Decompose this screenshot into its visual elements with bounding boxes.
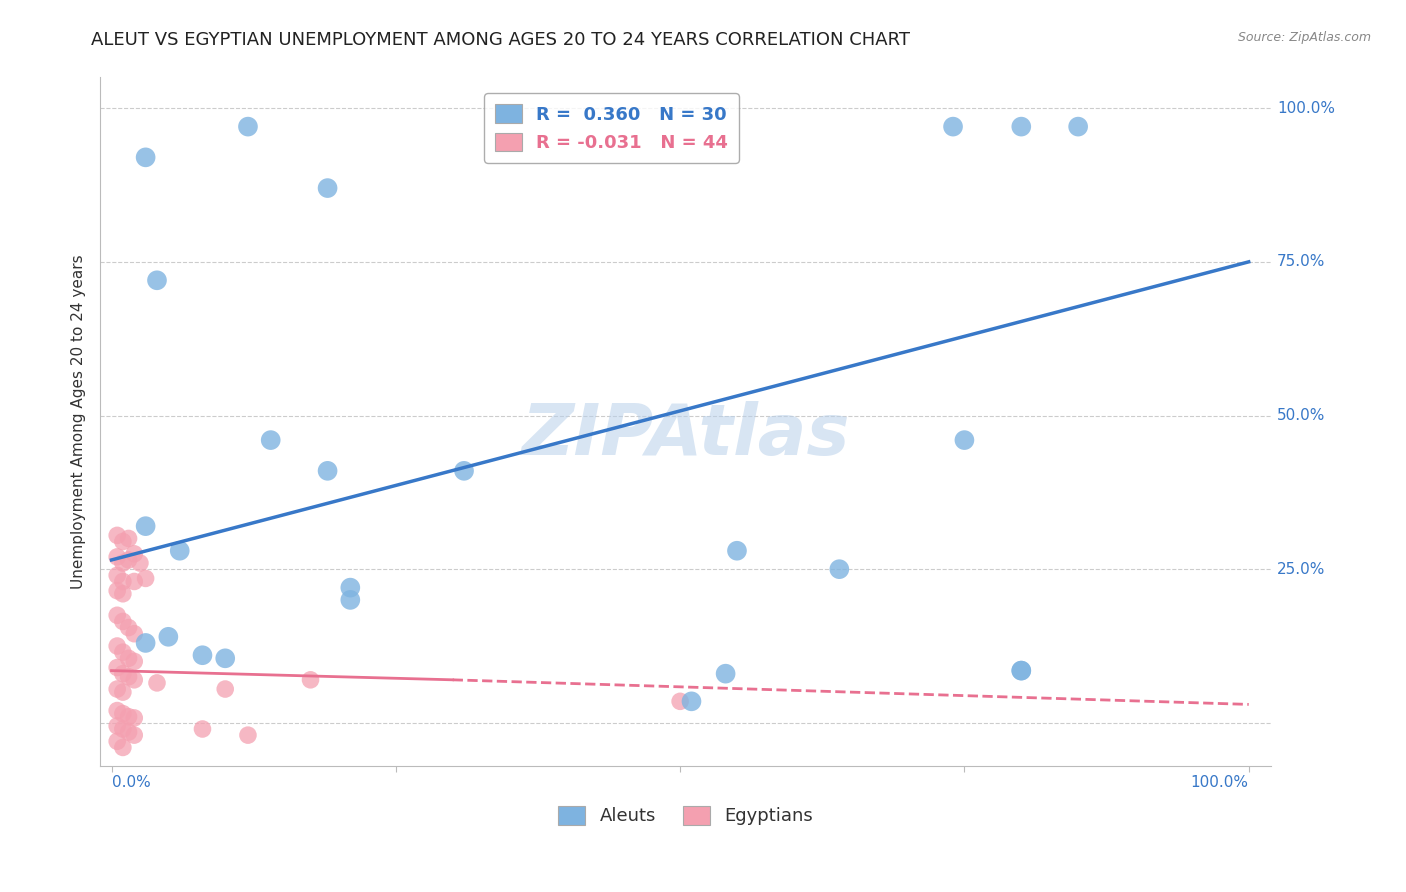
Legend: Aleuts, Egyptians: Aleuts, Egyptians [551, 798, 821, 832]
Point [953, 433, 976, 447]
Point [111, 685, 134, 699]
Point [117, 670, 139, 684]
Point [191, 648, 214, 663]
Point [117, 553, 139, 567]
Y-axis label: Unemployment Among Ages 20 to 24 years: Unemployment Among Ages 20 to 24 years [72, 254, 86, 589]
Point [111, 574, 134, 589]
Point [299, 673, 322, 687]
Point [681, 694, 703, 708]
Point [169, 543, 191, 558]
Point [111, 666, 134, 681]
Point [135, 636, 157, 650]
Point [135, 519, 157, 533]
Text: 0.0%: 0.0% [111, 775, 150, 790]
Point [214, 651, 236, 665]
Point [122, 654, 145, 668]
Text: ALEUT VS EGYPTIAN UNEMPLOYMENT AMONG AGES 20 TO 24 YEARS CORRELATION CHART: ALEUT VS EGYPTIAN UNEMPLOYMENT AMONG AGE… [91, 31, 911, 49]
Point [117, 621, 139, 635]
Point [117, 651, 139, 665]
Point [714, 666, 737, 681]
Point [111, 587, 134, 601]
Point [111, 534, 134, 549]
Point [111, 645, 134, 659]
Point [1010, 664, 1032, 678]
Point [111, 556, 134, 570]
Point [117, 709, 139, 723]
Point [122, 711, 145, 725]
Point [105, 549, 128, 564]
Text: Source: ZipAtlas.com: Source: ZipAtlas.com [1237, 31, 1371, 45]
Point [111, 740, 134, 755]
Point [146, 273, 169, 287]
Point [1067, 120, 1090, 134]
Point [105, 734, 128, 748]
Point [111, 722, 134, 736]
Text: ZIPAtlas: ZIPAtlas [522, 401, 851, 470]
Point [146, 676, 169, 690]
Text: 100.0%: 100.0% [1191, 775, 1249, 790]
Point [122, 673, 145, 687]
Point [191, 722, 214, 736]
Point [111, 706, 134, 721]
Text: 75.0%: 75.0% [1277, 254, 1326, 269]
Text: 50.0%: 50.0% [1277, 408, 1326, 423]
Point [316, 464, 339, 478]
Point [105, 608, 128, 623]
Point [725, 543, 748, 558]
Point [828, 562, 851, 576]
Point [260, 433, 283, 447]
Point [122, 626, 145, 640]
Point [157, 630, 180, 644]
Point [122, 547, 145, 561]
Point [117, 725, 139, 739]
Point [942, 120, 965, 134]
Point [339, 581, 361, 595]
Point [111, 615, 134, 629]
Point [236, 728, 259, 742]
Point [316, 181, 339, 195]
Point [105, 583, 128, 598]
Point [339, 593, 361, 607]
Point [105, 639, 128, 653]
Point [453, 464, 475, 478]
Point [105, 568, 128, 582]
Point [105, 704, 128, 718]
Point [669, 694, 692, 708]
Point [105, 660, 128, 674]
Point [214, 681, 236, 696]
Point [122, 728, 145, 742]
Text: 100.0%: 100.0% [1277, 101, 1336, 116]
Point [105, 681, 128, 696]
Point [122, 574, 145, 589]
Point [135, 571, 157, 585]
Point [236, 120, 259, 134]
Point [1010, 120, 1032, 134]
Point [135, 150, 157, 164]
Point [117, 532, 139, 546]
Text: 25.0%: 25.0% [1277, 562, 1326, 577]
Point [1010, 664, 1032, 678]
Point [129, 556, 152, 570]
Point [105, 719, 128, 733]
Point [105, 528, 128, 542]
